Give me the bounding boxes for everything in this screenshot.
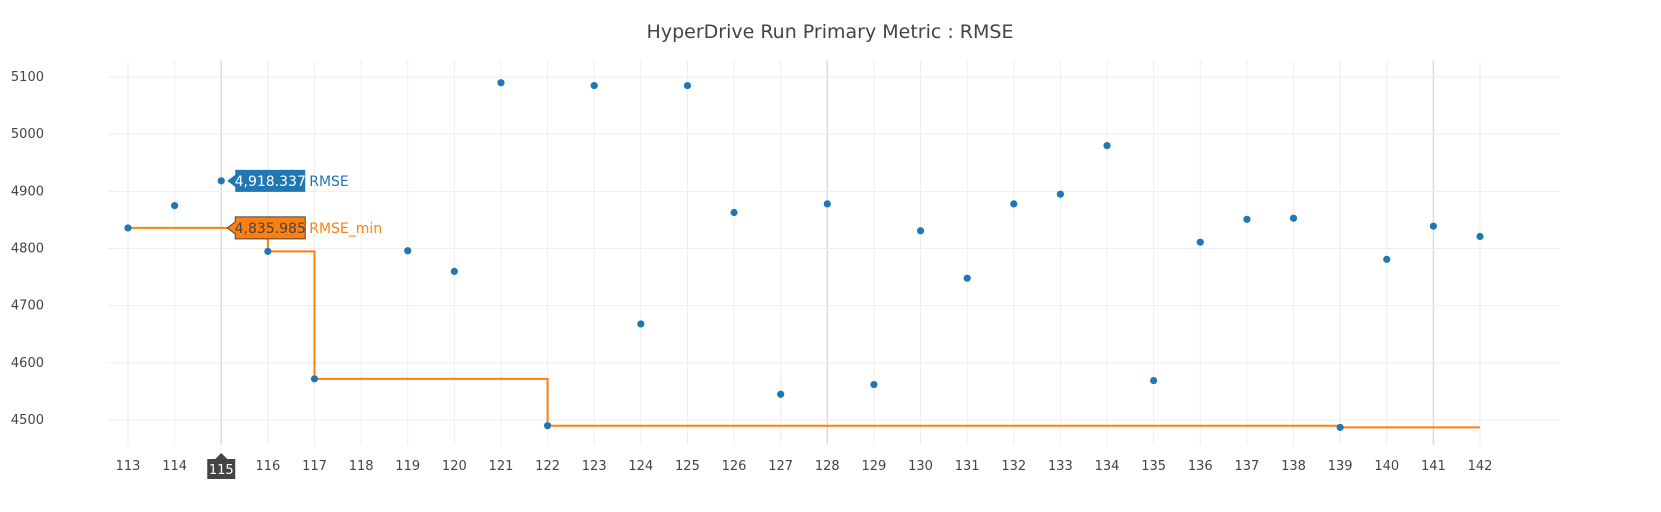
rmse-series[interactable] (124, 79, 1484, 432)
y-tick-label: 4600 (11, 356, 44, 371)
y-tick-label: 4700 (11, 299, 44, 314)
rmse-point[interactable] (1056, 190, 1065, 198)
rmse-point[interactable] (1336, 423, 1344, 432)
rmse-point[interactable] (590, 81, 598, 90)
tooltip-value: 4,918.337 (235, 174, 306, 190)
x-tick-label: 129 (862, 459, 887, 474)
rmse-point[interactable] (497, 79, 505, 87)
hover-tooltips: 115 4,918.337 RMSE 4,835.985 RMSE_min (207, 169, 382, 479)
y-tick-label: 4900 (11, 184, 44, 199)
x-tick-label: 122 (535, 459, 560, 474)
x-tick-label: 141 (1421, 459, 1446, 474)
x-tick-label: 121 (489, 459, 514, 474)
x-tick-label: 137 (1234, 459, 1259, 474)
rmse-point[interactable] (217, 177, 225, 185)
hover-x-box (207, 459, 236, 479)
grid-lines (108, 60, 1560, 445)
tooltip-series-name: RMSE_min (309, 221, 382, 237)
rmse-point[interactable] (1383, 255, 1391, 263)
x-tick-label: 135 (1141, 459, 1166, 474)
x-tick-label: 132 (1001, 459, 1026, 474)
rmse-point[interactable] (730, 208, 738, 217)
rmse-point[interactable] (870, 380, 878, 389)
rmse-point[interactable] (450, 267, 458, 275)
rmse-point[interactable] (310, 375, 319, 383)
x-tick-label: 140 (1374, 459, 1399, 474)
x-tick-label: 136 (1188, 459, 1213, 474)
rmse-point[interactable] (916, 227, 925, 235)
hover-x-label: 115 (209, 463, 234, 478)
rmse-point[interactable] (1196, 238, 1204, 246)
rmse-point[interactable] (637, 320, 645, 328)
rmse-point[interactable] (543, 422, 552, 430)
y-tick-label: 4500 (11, 413, 44, 428)
rmse-point[interactable] (1010, 200, 1018, 208)
rmse-point[interactable] (1243, 215, 1251, 223)
rmse-point[interactable] (1103, 142, 1111, 150)
x-tick-label: 130 (908, 459, 933, 474)
x-tick-label: 113 (116, 459, 141, 474)
rmse-point[interactable] (823, 200, 831, 208)
rmse-point[interactable] (963, 274, 971, 282)
rmse-point[interactable] (777, 390, 785, 398)
x-tick-label: 114 (162, 459, 187, 474)
x-axis-ticks: 113 114 116 117 118 119 120 121 122 123 124 125 126 1… (116, 459, 1493, 474)
tooltip-box (226, 216, 306, 240)
y-axis-ticks: 4500 4600 4700 4800 4900 5000 5100 (11, 70, 44, 428)
x-tick-label: 120 (442, 459, 467, 474)
y-tick-label: 5000 (11, 127, 44, 142)
rmse-point[interactable] (1289, 214, 1298, 222)
x-tick-label: 139 (1328, 459, 1353, 474)
rmse-min-line (128, 226, 1480, 429)
rmse-point[interactable] (404, 247, 412, 255)
x-tick-label: 116 (255, 459, 280, 474)
x-tick-label: 118 (349, 459, 374, 474)
rmse-point[interactable] (171, 202, 179, 210)
y-tick-label: 5100 (11, 70, 44, 85)
x-tick-label: 128 (815, 459, 840, 474)
chart-title: HyperDrive Run Primary Metric : RMSE (647, 21, 1014, 43)
tooltip-series-name: RMSE (309, 174, 349, 190)
x-tick-label: 125 (675, 459, 700, 474)
tooltip-box (227, 169, 306, 192)
x-tick-label: 131 (955, 459, 980, 474)
rmse-point[interactable] (124, 224, 132, 232)
y-tick-label: 4800 (11, 242, 44, 257)
rmse-point[interactable] (1476, 232, 1484, 241)
x-tick-label: 138 (1281, 459, 1306, 474)
rmse-point[interactable] (683, 81, 692, 90)
x-tick-label: 119 (395, 459, 420, 474)
x-tick-label: 142 (1468, 459, 1493, 474)
x-tick-label: 124 (628, 459, 653, 474)
x-tick-label: 123 (582, 459, 607, 474)
x-tick-label: 127 (768, 459, 793, 474)
x-tick-label: 133 (1048, 459, 1073, 474)
x-tick-label: 117 (302, 459, 327, 474)
x-tick-label: 126 (722, 459, 747, 474)
rmse-point[interactable] (264, 247, 272, 255)
rmse-point[interactable] (1429, 222, 1437, 230)
hover-x-pointer (215, 453, 228, 459)
rmse-min-series (128, 226, 1480, 429)
x-tick-label: 134 (1095, 459, 1120, 474)
tooltip-value: 4,835.985 (235, 221, 306, 237)
rmse-point[interactable] (1150, 376, 1158, 385)
